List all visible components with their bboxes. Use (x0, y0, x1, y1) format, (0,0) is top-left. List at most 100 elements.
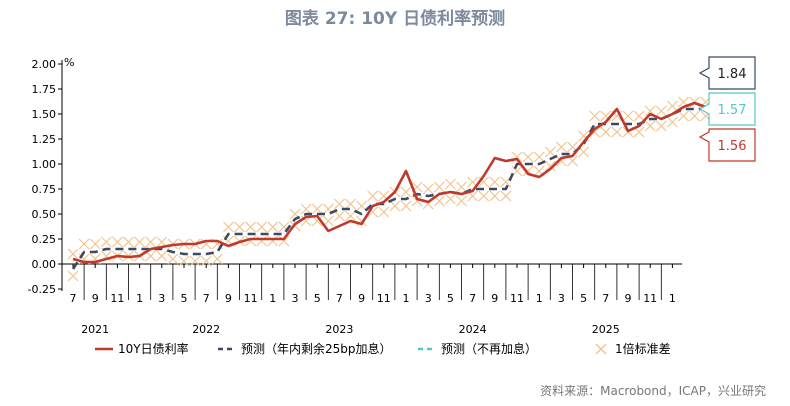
x-tick-label: 1 (269, 292, 276, 305)
band-marker (123, 236, 134, 248)
x-tick-label: 9 (625, 292, 632, 305)
x-tick-label: 3 (158, 292, 165, 305)
band-marker (666, 100, 678, 112)
band-marker (622, 110, 634, 122)
band-marker (666, 116, 678, 128)
band-marker (489, 176, 501, 188)
band-marker (211, 253, 223, 265)
legend-swatch-band (595, 343, 607, 355)
band-marker (411, 195, 423, 207)
band-marker (489, 190, 501, 202)
x-tick-label: 7 (203, 292, 210, 305)
legend-label: 预测（不再加息） (441, 341, 537, 356)
year-label: 2025 (592, 323, 620, 336)
band-marker (200, 255, 212, 267)
x-tick-label: 5 (447, 292, 454, 305)
band-marker (311, 215, 323, 227)
y-tick-label: 1.75 (32, 83, 57, 96)
actual-line (72, 101, 717, 264)
x-tick-label: 3 (425, 292, 432, 305)
band-marker (533, 151, 545, 163)
year-label: 2022 (192, 323, 220, 336)
band-marker (589, 110, 601, 122)
band-marker (644, 120, 656, 132)
x-tick-label: 1 (536, 292, 543, 305)
band-marker (267, 235, 279, 247)
y-tick-label: 1.50 (32, 108, 57, 121)
forecast-hike-line (71, 78, 739, 270)
band-marker (400, 186, 412, 198)
band-marker (655, 105, 667, 117)
end-label-text: 1.56 (718, 139, 747, 154)
band-marker (167, 253, 179, 265)
band-marker (156, 250, 168, 262)
x-tick-label: 11 (110, 292, 124, 305)
band-marker (245, 235, 257, 247)
legend: 10Y日债利率 预测（年内剩余25bp加息） 预测（不再加息） 1倍标准差 (95, 341, 671, 356)
x-tick-label: 5 (181, 292, 188, 305)
x-tick-label: 7 (336, 292, 343, 305)
year-label: 2024 (459, 323, 487, 336)
band-marker (145, 236, 157, 248)
band-marker (134, 236, 146, 248)
band-marker (600, 126, 612, 138)
band-marker (78, 238, 90, 250)
y-tick-label: 1.25 (32, 133, 57, 146)
end-label-box (698, 92, 756, 126)
x-tick-label: 3 (292, 292, 299, 305)
x-tick-label: 9 (491, 292, 498, 305)
band-marker (456, 181, 467, 193)
y-tick-label: 2.00 (32, 58, 57, 71)
y-tick-label: 0.50 (32, 208, 57, 221)
band-marker (278, 235, 290, 247)
band-marker (89, 238, 101, 250)
band-marker (544, 146, 556, 158)
band-marker (67, 270, 79, 282)
band-marker (345, 210, 356, 222)
x-tick-label: 11 (510, 292, 524, 305)
band-marker (378, 206, 390, 218)
y-tick-label: -0.25 (28, 283, 56, 296)
chart-title: 图表 27: 10Y 日债利率预测 (284, 9, 506, 29)
band-marker (555, 141, 567, 153)
legend-label: 预测（年内剩余25bp加息） (241, 341, 392, 356)
legend-label: 1倍标准差 (615, 341, 671, 356)
band-marker (222, 221, 234, 233)
band-marker (67, 248, 79, 260)
end-label-box (698, 128, 756, 162)
x-tick-label: 7 (70, 292, 77, 305)
band-marker (145, 250, 157, 262)
band-marker (100, 236, 112, 248)
band-marker (333, 210, 345, 222)
band-marker (522, 151, 534, 163)
band-marker (256, 221, 268, 233)
band-marker (433, 181, 445, 193)
band-marker (234, 221, 245, 233)
end-label-box (698, 56, 756, 90)
band-marker (500, 190, 512, 202)
x-tick-label: 7 (602, 292, 609, 305)
y-tick-label: 0.00 (32, 258, 57, 271)
band-marker (544, 160, 556, 172)
x-tick-label: 3 (558, 292, 565, 305)
band-marker (189, 255, 201, 267)
x-tick-label: 1 (403, 292, 410, 305)
band-marker (655, 120, 667, 132)
x-tick-label: 9 (225, 292, 232, 305)
band-marker (444, 178, 456, 190)
x-tick-label: 1 (136, 292, 143, 305)
band-marker (256, 235, 268, 247)
band-marker (456, 195, 467, 207)
y-unit-label: % (64, 56, 74, 69)
band-marker (367, 190, 379, 202)
band-marker (444, 193, 456, 205)
x-tick-label: 9 (92, 292, 99, 305)
band-marker (389, 200, 401, 212)
x-tick-label: 11 (377, 292, 391, 305)
x-tick-label: 11 (244, 292, 258, 305)
x-tick-label: 5 (580, 292, 587, 305)
y-tick-label: 1.00 (32, 158, 57, 171)
y-tick-label: 0.75 (32, 183, 57, 196)
